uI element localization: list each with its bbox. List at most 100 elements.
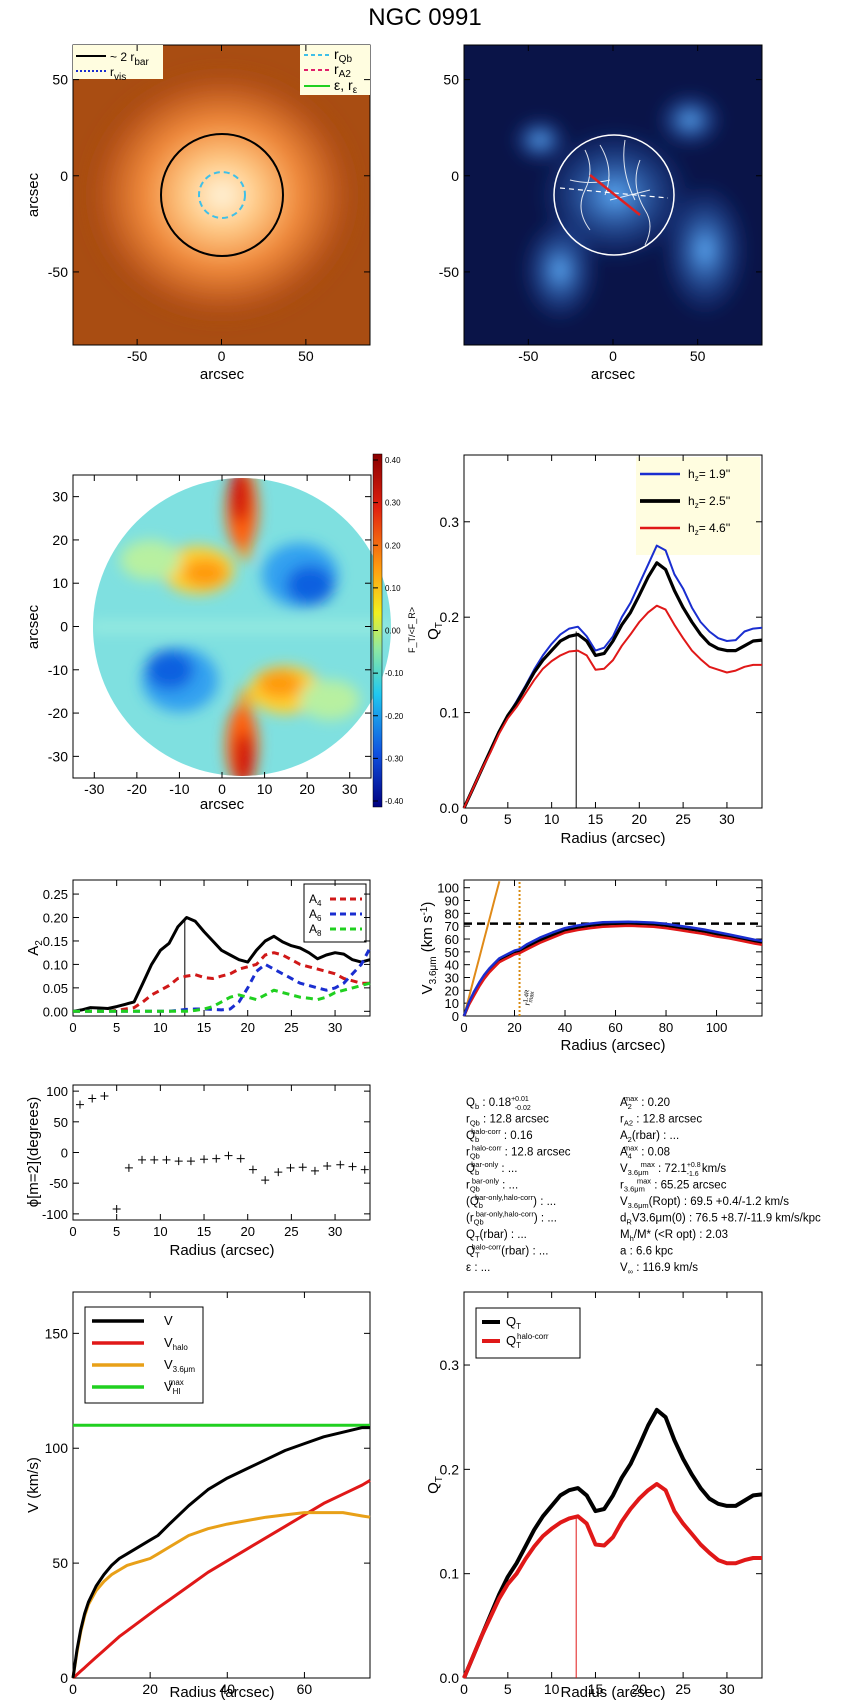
stats-sub: 3.6μm <box>628 1201 649 1210</box>
legend-entry: hz= 4.6'' <box>688 521 730 537</box>
x-tick-label: 20 <box>240 1020 254 1035</box>
y-tick-label: 0 <box>452 1009 459 1024</box>
y-tick-label: 60 <box>445 932 459 947</box>
stats-minus: -0.02 <box>515 1105 531 1112</box>
stats-row: ε : ... <box>466 1262 490 1274</box>
svg-text:QT: QT <box>425 1476 445 1494</box>
ir-legend-left-box <box>73 45 163 79</box>
ir-legend-a2-label: r <box>334 61 339 77</box>
stats-row: V∞ : 116.9 km/s <box>620 1262 698 1276</box>
x-tick-label: 60 <box>297 1681 313 1697</box>
ratio-axis-ticks: -30 -20 -10 0 10 20 30 30 20 10 0 -10 -20 -30 <box>48 475 371 797</box>
y-tick-label: 10 <box>52 575 68 591</box>
stats-value: : 0.08 <box>638 1147 670 1159</box>
legend-sub: halo <box>173 1343 189 1352</box>
y-tick-label: 80 <box>445 906 459 921</box>
stats-minus: -1.6 <box>687 1171 699 1178</box>
ir-legend-qb-label: r <box>334 46 339 62</box>
legend-entry: hz= 2.5'' <box>688 494 730 510</box>
rmax-label-sub: max <box>528 991 536 1003</box>
stats-row: Qbhalo-corr : 0.16 <box>466 1127 533 1144</box>
stats-sub: Qb <box>470 1152 480 1161</box>
x-tick-label: 0 <box>460 1020 467 1035</box>
x-tick-label: 10 <box>544 811 560 827</box>
stats-value: : 0.20 <box>638 1097 670 1109</box>
legend-entry: V3.6μm <box>164 1357 195 1374</box>
stats-sub: R <box>626 1218 632 1227</box>
stats-value: : ... <box>498 1163 517 1175</box>
legend-name: V <box>164 1357 173 1372</box>
x-tick-label: 5 <box>113 1224 120 1239</box>
force-bar-marker <box>589 174 641 216</box>
x-tick-label: 20 <box>142 1681 158 1697</box>
phase-point <box>186 1157 195 1166</box>
x-tick-label: -50 <box>518 348 538 364</box>
stats-row: Qb : 0.18+0.01 -0.02 <box>466 1096 531 1112</box>
stats-symbol: r <box>466 1147 470 1159</box>
ratio-ylabel: arcsec <box>25 604 42 649</box>
stats-symbol: ε : ... <box>466 1262 490 1274</box>
x-tick-label: 0 <box>218 781 226 797</box>
phase-point <box>100 1092 109 1101</box>
svg-text:QT: QT <box>425 622 445 640</box>
stats-value: : 12.8 arcsec <box>480 1114 549 1126</box>
ir-axis-ticks: -50 0 50 50 0 -50 <box>48 45 370 364</box>
qt-hz-line-0 <box>463 544 763 809</box>
stats-sup: bar-only,halo-corr <box>476 1210 535 1219</box>
ir-legend-a2-sub: A2 <box>339 69 352 80</box>
stats-symbol: Q <box>466 1163 475 1175</box>
x-tick-label: 60 <box>608 1020 622 1035</box>
y-tick-label: 100 <box>437 881 459 896</box>
y-tick-label: 70 <box>445 919 459 934</box>
stats-sup: halo-corr <box>471 1127 501 1136</box>
y-tick-label: 100 <box>46 1084 68 1099</box>
stats-sub: 3.6μm <box>628 1168 649 1177</box>
colorbar-tick-label: 0.10 <box>385 584 401 593</box>
ir-legend-vis-label: r <box>110 65 114 79</box>
legend-sub: 6 <box>317 914 322 923</box>
stats-sub: ∞ <box>628 1267 633 1276</box>
stats-symbol: r <box>620 1180 624 1192</box>
legend-sub: HI <box>173 1387 181 1396</box>
stats-value: : 12.8 arcsec <box>501 1147 570 1159</box>
stats-sup: max <box>624 1094 638 1103</box>
legend-entry: QT <box>506 1314 521 1331</box>
x-tick-label: 20 <box>240 1224 254 1239</box>
phase-plot: 0 5 10 15 20 25 30 100 50 0 -50 -100 <box>42 1084 370 1239</box>
svg-text:ε, rε: ε, rε <box>334 77 358 96</box>
stats-value: : 65.25 arcsec <box>651 1180 727 1192</box>
stats-symbol: r <box>620 1114 624 1126</box>
stats-row: QT(rbar) : ... <box>466 1229 527 1243</box>
stats-symbol: V <box>620 1196 628 1208</box>
x-tick-label: -10 <box>169 781 189 797</box>
y-tick-label: 0.2 <box>440 609 460 625</box>
stats-value: : 72.1 <box>655 1163 687 1175</box>
legend-name: A <box>309 892 317 906</box>
x-tick-label: 25 <box>284 1020 298 1035</box>
y-tick-label: -100 <box>42 1207 68 1222</box>
decomposition-ylabel: V (km/s) <box>25 1457 42 1513</box>
y-tick-label: -10 <box>48 662 68 678</box>
stats-symbol: V <box>620 1163 628 1175</box>
stats-sub: b <box>475 1168 479 1177</box>
x-tick-label: 20 <box>507 1020 521 1035</box>
svg-text:A2: A2 <box>25 940 45 956</box>
ir-legend-bar-label: ~ 2 r <box>110 50 134 64</box>
stats-symbol: a : 6.6 kpc <box>620 1246 673 1258</box>
phase-point <box>261 1176 270 1185</box>
stats-sub: Qb <box>470 1119 480 1128</box>
y-tick-label: 0.2 <box>440 1461 460 1477</box>
qt-halo-ylabel-sub: T <box>434 1476 445 1482</box>
amplitude-ylabel: A <box>25 946 42 956</box>
legend-name: V <box>164 1335 173 1350</box>
x-tick-label: 0 <box>69 1020 76 1035</box>
stats-row: rA2 : 12.8 arcsec <box>620 1114 702 1128</box>
ir-legend-eps-sub: ε <box>353 85 358 96</box>
y-tick-label: 0.05 <box>43 981 68 996</box>
colorbar-tick-label: -0.40 <box>385 797 404 806</box>
x-tick-label: 15 <box>588 1681 604 1697</box>
y-tick-label: 50 <box>52 1555 68 1571</box>
x-tick-label: 25 <box>284 1224 298 1239</box>
stats-sub: b <box>479 1201 483 1210</box>
x-tick-label: -20 <box>127 781 147 797</box>
